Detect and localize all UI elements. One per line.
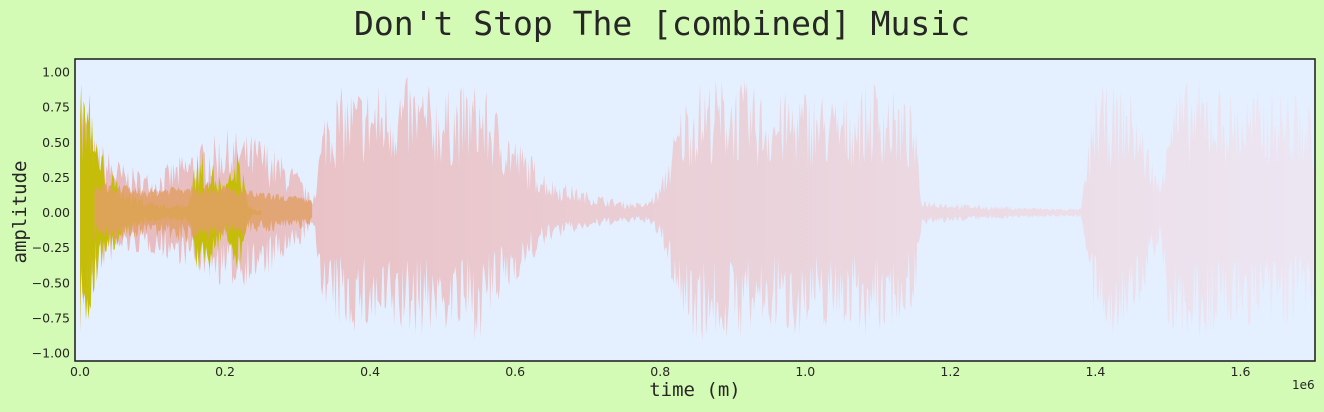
x-tick-label: 1.2 xyxy=(940,364,960,379)
y-tick-label: 1.00 xyxy=(42,65,70,80)
y-tick-label: −0.50 xyxy=(32,275,70,290)
y-tick-label: 0.00 xyxy=(42,205,70,220)
x-tick-label: 0.6 xyxy=(505,364,525,379)
x-tick-label: 1.6 xyxy=(1231,364,1251,379)
plot-frame xyxy=(74,58,1316,362)
chart-title: Don't Stop The [combined] Music xyxy=(354,4,970,43)
x-tick-label: 0.0 xyxy=(70,364,90,379)
y-tick-label: −0.25 xyxy=(32,240,70,255)
series-layer xyxy=(80,77,1313,341)
x-axis-label: time (m) xyxy=(649,379,741,401)
y-axis-label: amplitude xyxy=(9,160,31,264)
x-axis: 0.0 0.2 0.4 0.6 0.8 1.0 1.2 1.4 1.6 xyxy=(70,364,1250,379)
y-axis: 1.00 0.75 0.50 0.25 0.00 −0.25 −0.50 −0.75 −1.00 xyxy=(32,65,70,361)
waveform-series-1 xyxy=(80,77,1313,341)
x-tick-label: 0.8 xyxy=(650,364,670,379)
y-tick-label: −1.00 xyxy=(32,346,70,361)
x-tick-label: 0.2 xyxy=(215,364,235,379)
x-axis-scale-note: 1e6 xyxy=(1292,378,1315,392)
y-tick-label: 0.75 xyxy=(42,100,70,115)
x-tick-label: 1.0 xyxy=(795,364,815,379)
y-tick-label: 0.50 xyxy=(42,135,70,150)
x-tick-label: 1.4 xyxy=(1085,364,1105,379)
x-tick-label: 0.4 xyxy=(360,364,380,379)
y-tick-label: 0.25 xyxy=(42,170,70,185)
y-tick-label: −0.75 xyxy=(32,310,70,325)
waveform-series-3 xyxy=(94,182,313,244)
